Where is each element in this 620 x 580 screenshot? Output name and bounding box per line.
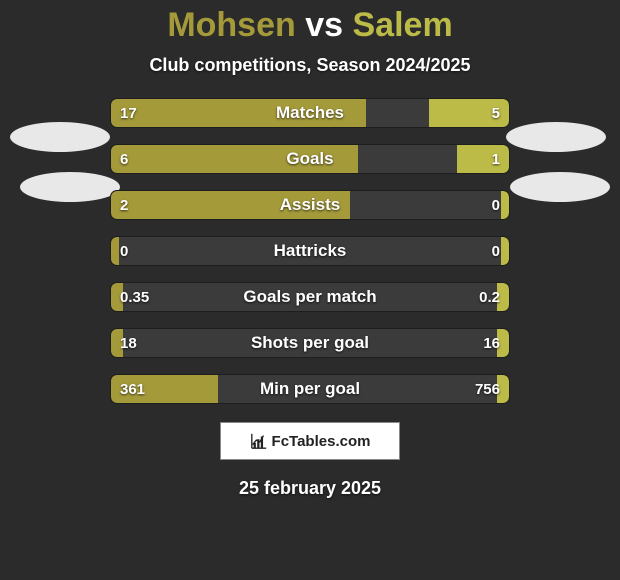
bar-right [497,283,509,311]
title-vs: vs [305,6,343,44]
bar-track [110,282,510,312]
subtitle: Club competitions, Season 2024/2025 [0,55,620,76]
bar-track [110,236,510,266]
bar-track [110,374,510,404]
stat-row: Shots per goal1816 [110,328,510,358]
stat-row: Goals61 [110,144,510,174]
stat-row: Min per goal361756 [110,374,510,404]
bar-track [110,190,510,220]
bar-left [111,375,218,403]
stat-row: Goals per match0.350.2 [110,282,510,312]
date-label: 25 february 2025 [0,478,620,499]
stats-rows: Matches175 Goals61 Assists20 Hattricks00 Goa… [110,98,510,404]
player1-badge-bottom [20,172,120,202]
logo-text: FcTables.com [272,433,371,450]
page-title: Mohsen vs Salem [0,6,620,45]
player2-badge-top [506,122,606,152]
bar-right [501,237,509,265]
bar-left [111,283,123,311]
stat-row: Hattricks00 [110,236,510,266]
chart-icon [250,432,268,450]
logo-box: FcTables.com [220,422,400,460]
bar-left [111,145,358,173]
bar-right [497,329,509,357]
bar-track [110,328,510,358]
player1-badge-top [10,122,110,152]
player2-badge-bottom [510,172,610,202]
bar-left [111,191,350,219]
bar-right [501,191,509,219]
bar-track [110,144,510,174]
bar-left [111,329,123,357]
bar-left [111,99,366,127]
bar-right [457,145,509,173]
bar-left [111,237,119,265]
title-player1: Mohsen [167,6,295,44]
bar-right [429,99,509,127]
stat-row: Assists20 [110,190,510,220]
bar-track [110,98,510,128]
bar-right [497,375,509,403]
comparison-card: Mohsen vs Salem Club competitions, Seaso… [0,0,620,580]
title-player2: Salem [353,6,453,44]
stat-row: Matches175 [110,98,510,128]
